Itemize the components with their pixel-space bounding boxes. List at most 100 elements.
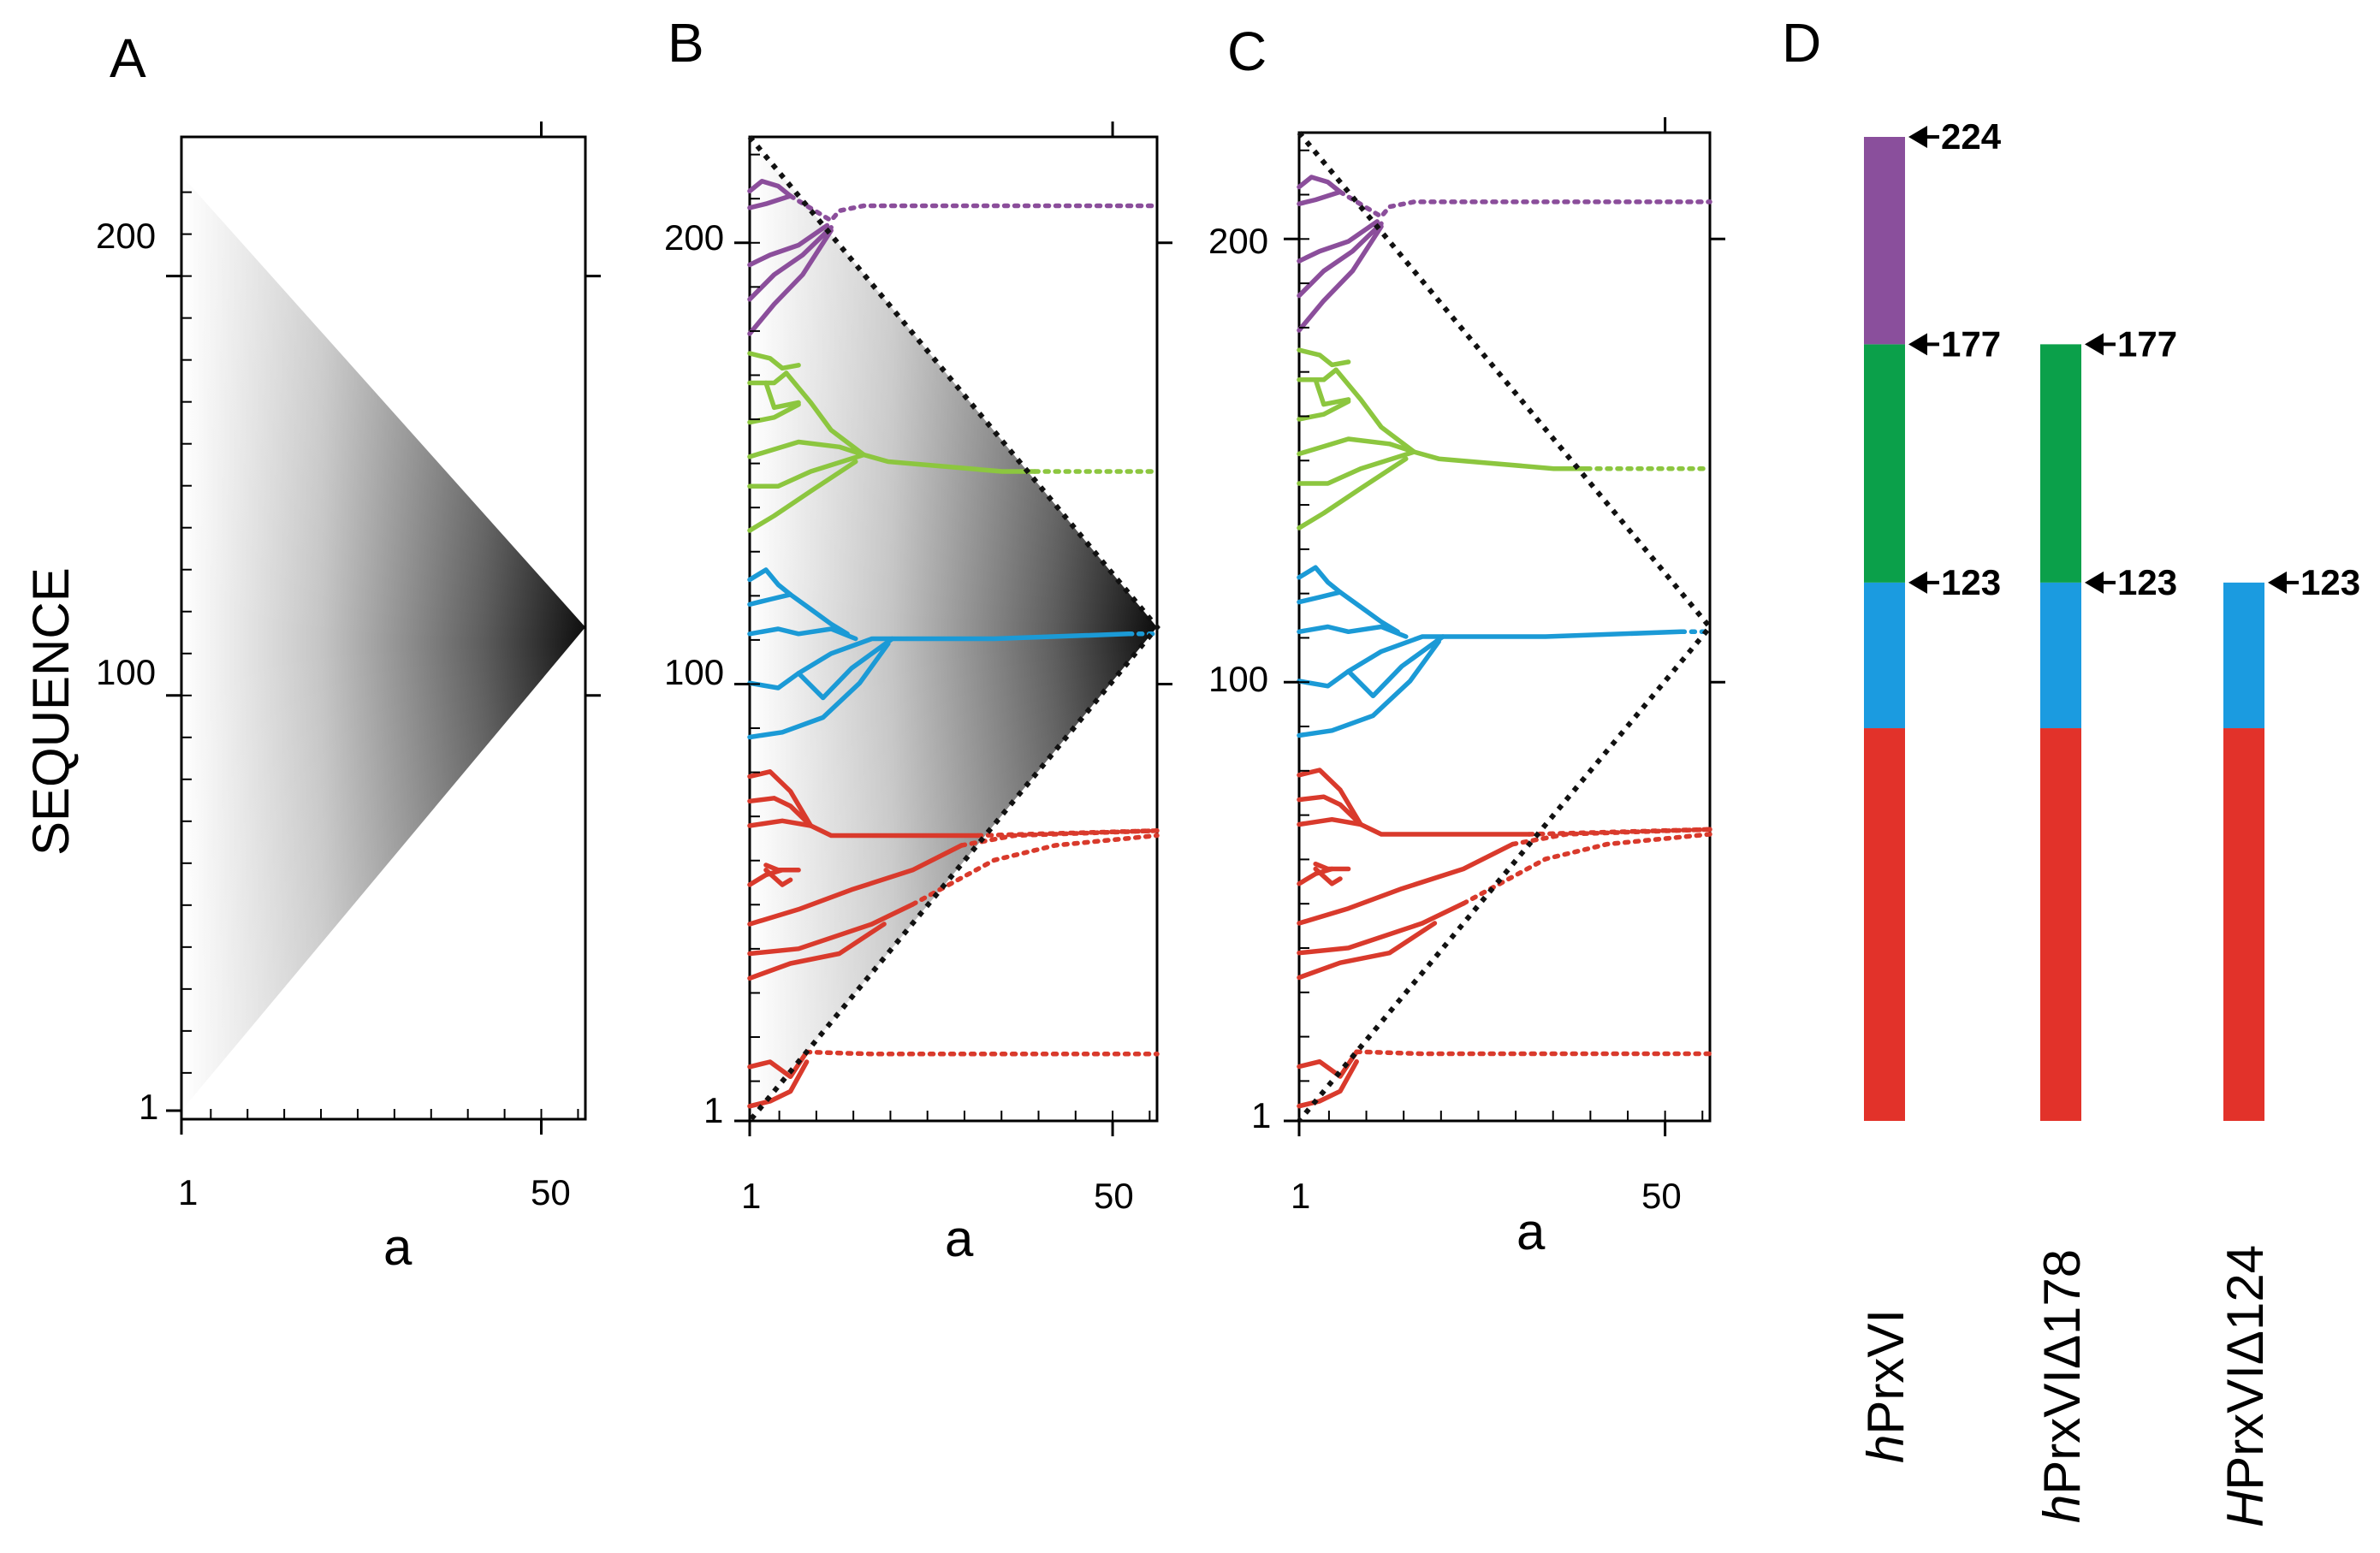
skeleton-line-purple-b: [747, 179, 793, 199]
skeleton-line-green-c: [1297, 449, 1417, 486]
y-tick-b-100: 100: [664, 652, 724, 692]
panel-d: 123 177 224 hPrxVI 123 177 hPrxVIΔ178 123 HPrxVI…: [1857, 116, 2360, 1527]
skeleton-line-purple-b: [747, 225, 834, 302]
skeleton-line-red-b: [747, 1059, 810, 1109]
panel-label-d: D: [1782, 12, 1821, 74]
skeleton-line-purple-c: [1297, 221, 1384, 299]
bar-segment-red: [2040, 728, 2081, 1121]
skeleton-line-blue-c: [1297, 624, 1409, 639]
skeleton-line-red-b: [747, 922, 887, 981]
x-axis-title-b: a: [945, 1210, 974, 1267]
y-tick-b-1: 1: [703, 1090, 723, 1130]
skeleton-line-blue-c: [1345, 634, 1445, 699]
skeleton-line-red-c: [1297, 866, 1335, 886]
skeleton-line-red-c: [1297, 816, 1532, 837]
y-tick-a-100: 100: [96, 652, 156, 692]
bar-segment-blue: [2223, 582, 2264, 729]
skeleton-line-red-b: [747, 796, 814, 828]
bar-segment-purple: [1864, 137, 1905, 345]
panel-b: 200 100 1 1 50 a: [664, 122, 1172, 1267]
panel-label-b: B: [668, 12, 704, 74]
skeleton-line-green-c: [1297, 456, 1409, 531]
boundary-arrow-icon: [1908, 333, 1927, 356]
skeleton-line-purple-b: [787, 193, 1160, 223]
skeleton-line-blue-b: [747, 626, 858, 642]
construct-label: hPrxVIΔ178: [2033, 1249, 2091, 1523]
y-tick-c-1: 1: [1251, 1095, 1271, 1135]
skeleton-line-purple-c: [1297, 189, 1343, 206]
cone-border-b: [747, 135, 1160, 1123]
boundary-arrow-icon: [1908, 126, 1927, 148]
skeleton-line-red-b: [747, 843, 964, 927]
skeleton-line-green-c: [1297, 367, 1338, 382]
boundary-label: 177: [1941, 323, 2001, 364]
skeleton-line-red-b: [747, 818, 981, 839]
skeleton-line-purple-c: [1297, 219, 1380, 264]
boundary-label: 177: [2117, 323, 2177, 364]
skeleton-line-green-c: [1297, 399, 1351, 422]
skeleton-line-green-b: [747, 370, 789, 386]
boundary-label: 123: [1941, 562, 2001, 602]
bar-segment-green: [2040, 344, 2081, 583]
skeleton-line-red-b: [747, 769, 814, 828]
y-tick-c-200: 200: [1208, 221, 1268, 261]
skeleton-line-red-b: [804, 1049, 1160, 1057]
skeleton-line-red-b: [747, 902, 916, 957]
bar-segment-green: [1864, 344, 1905, 583]
skeleton-line-red-c: [1354, 1049, 1712, 1057]
cone-border-c: [1297, 131, 1713, 1123]
skeleton-line-red-c: [1297, 901, 1466, 956]
skeleton-line-green-b: [747, 459, 858, 533]
skeleton-line-red-c: [1313, 866, 1343, 886]
cwt-triangle-b-fade: [750, 137, 1157, 1121]
skeleton-line-purple-c: [1297, 175, 1343, 195]
bar-segment-red: [2223, 728, 2264, 1121]
skeleton-line-blue-b: [747, 567, 793, 597]
panel-a: 200 100 1 1 50 a: [96, 122, 601, 1276]
skeleton-line-blue-c: [1297, 639, 1441, 738]
boundary-label: 123: [2300, 562, 2360, 602]
skeleton-line-red-c: [1297, 841, 1516, 926]
skeleton-line-green-b: [747, 452, 867, 489]
panel-label-a: A: [110, 27, 146, 89]
construct-label: HPrxVIΔ124: [2217, 1245, 2274, 1527]
boundary-arrow-icon: [1908, 571, 1927, 594]
skeleton-line-red-c: [1461, 832, 1712, 906]
boundary-arrow-icon: [2268, 571, 2287, 594]
x-tick-c-50: 50: [1641, 1176, 1682, 1216]
x-tick-a-1: 1: [178, 1172, 198, 1212]
x-tick-a-50: 50: [531, 1172, 571, 1212]
bar-segment-blue: [1864, 582, 1905, 729]
skeleton-line-green-b: [747, 351, 801, 371]
y-tick-b-200: 200: [664, 217, 724, 258]
bar-segment-red: [1864, 728, 1905, 1121]
skeleton-line-green-c: [1313, 377, 1351, 407]
skeleton-line-green-b: [747, 439, 867, 459]
x-tick-b-1: 1: [741, 1176, 761, 1216]
skeleton-c: [1297, 175, 1712, 1109]
cwt-triangle-a-fade: [181, 175, 585, 1111]
skeleton-line-green-b: [763, 380, 801, 411]
skeleton-line-purple-b: [747, 222, 830, 268]
y-tick-a-1: 1: [139, 1087, 158, 1127]
boundary-label: 224: [1941, 116, 2002, 157]
skeleton-line-purple-c: [1338, 189, 1712, 219]
panel-c: 200 100 1 1 50 a: [1208, 117, 1725, 1260]
plot-frame-a: [180, 135, 587, 1121]
x-axis-title-a: a: [383, 1218, 412, 1276]
y-tick-c-100: 100: [1208, 659, 1268, 699]
boundary-arrow-icon: [2085, 333, 2104, 356]
skeleton-line-purple-c: [1297, 223, 1384, 333]
skeleton-line-red-b: [959, 828, 1160, 848]
construct-label: hPrxVI: [1857, 1309, 1914, 1463]
skeleton-line-blue-b: [747, 631, 1131, 691]
x-tick-c-1: 1: [1291, 1176, 1310, 1216]
skeleton-line-green-c: [1297, 436, 1417, 457]
skeleton-line-red-b: [747, 868, 785, 887]
skeleton-line-blue-b: [747, 592, 793, 608]
skeleton-line-blue-c: [1297, 590, 1343, 605]
x-tick-b-50: 50: [1094, 1176, 1134, 1216]
skeleton-line-blue-c: [1297, 629, 1684, 689]
plot-frame-c: [1297, 131, 1712, 1123]
